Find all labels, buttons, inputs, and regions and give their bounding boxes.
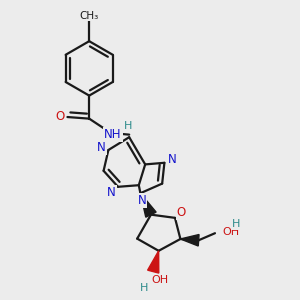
Text: O: O xyxy=(56,110,65,123)
Text: NH: NH xyxy=(104,128,122,141)
Text: N: N xyxy=(168,153,176,166)
Text: H: H xyxy=(232,219,240,229)
Text: CH₃: CH₃ xyxy=(80,11,99,21)
Polygon shape xyxy=(180,235,199,246)
Text: OH: OH xyxy=(223,226,240,237)
Text: O: O xyxy=(177,206,186,219)
Polygon shape xyxy=(140,193,156,217)
Text: OH: OH xyxy=(151,274,168,285)
Text: N: N xyxy=(138,194,146,207)
Polygon shape xyxy=(148,251,159,273)
Text: H: H xyxy=(140,283,148,292)
Text: N: N xyxy=(107,186,116,199)
Text: N: N xyxy=(97,141,106,154)
Text: H: H xyxy=(123,121,132,131)
